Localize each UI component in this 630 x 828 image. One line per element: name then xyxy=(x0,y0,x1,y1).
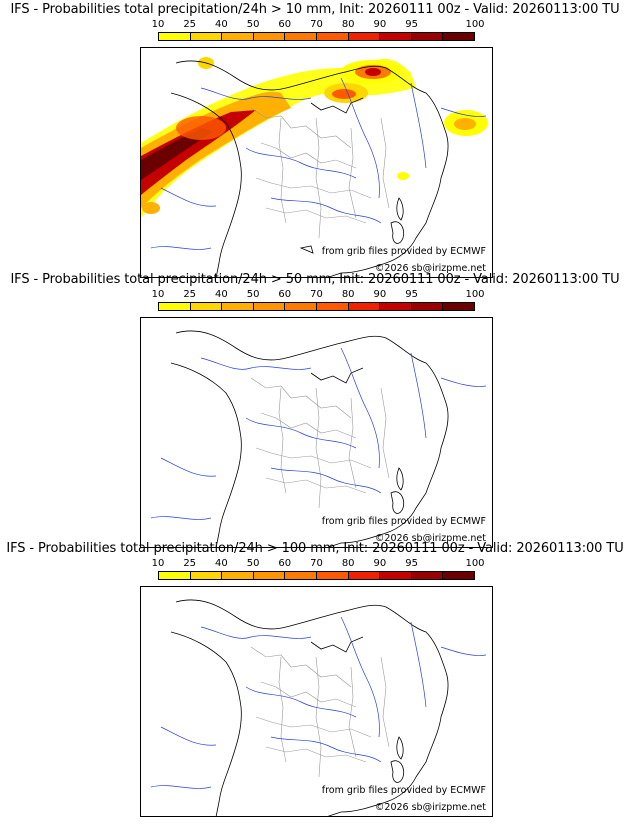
credit-grib: from grib files provided by ECMWF xyxy=(321,785,486,796)
colorbar-labels: 10 25 40 50 60 70 80 90 95 100 xyxy=(152,19,485,32)
colorbar-tick-label: 95 xyxy=(405,19,418,30)
colorbar-tick-label: 40 xyxy=(215,558,228,569)
credit-copyright: ©2026 sb@irizpme.net xyxy=(374,802,486,813)
colorbar-swatch xyxy=(253,303,286,310)
credit-copyright: ©2026 sb@irizpme.net xyxy=(374,263,486,274)
colorbar-tick-label: 60 xyxy=(278,289,292,300)
colorbar-swatch xyxy=(190,33,223,40)
colorbar-swatch xyxy=(253,572,286,579)
colorbar-swatch xyxy=(190,303,223,310)
colorbar-swatch xyxy=(222,303,254,310)
colorbar-tick-label: 90 xyxy=(373,558,387,569)
colorbar xyxy=(158,571,475,580)
colorbar-swatch xyxy=(411,33,444,40)
panel-title: IFS - Probabilities total precipitation/… xyxy=(10,2,620,17)
colorbar-swatch xyxy=(348,572,381,579)
colorbar-tick-label: 50 xyxy=(246,558,260,569)
colorbar xyxy=(158,302,475,311)
colorbar-swatch xyxy=(253,33,286,40)
credit-grib: from grib files provided by ECMWF xyxy=(321,246,486,257)
credit-grib: from grib files provided by ECMWF xyxy=(321,516,486,527)
colorbar-swatch xyxy=(443,572,474,579)
colorbar-tick-label: 70 xyxy=(310,558,323,569)
colorbar-tick-label: 70 xyxy=(310,289,323,300)
colorbar xyxy=(158,32,475,41)
colorbar-swatch xyxy=(222,572,254,579)
colorbar-swatch xyxy=(159,572,191,579)
colorbar-tick-label: 95 xyxy=(405,558,418,569)
region-borders xyxy=(250,377,390,509)
panel-100mm: IFS - Probabilities total precipitation/… xyxy=(0,539,630,817)
credit-copyright: ©2026 sb@irizpme.net xyxy=(374,533,486,544)
colorbar-swatch xyxy=(380,33,412,40)
colorbar-tick-label: 10 xyxy=(151,558,165,569)
map-svg xyxy=(150,330,487,547)
colorbar-swatch xyxy=(285,303,317,310)
panel-50mm: IFS - Probabilities total precipitation/… xyxy=(0,270,630,548)
colorbar-tick-label: 50 xyxy=(246,19,260,30)
colorbar-swatch xyxy=(380,303,412,310)
colorbar-tick-label: 90 xyxy=(373,289,387,300)
map-svg xyxy=(141,57,488,277)
colorbar-tick-label: 80 xyxy=(341,558,355,569)
country-borders xyxy=(170,599,449,816)
precip-layer xyxy=(141,57,488,218)
colorbar-swatch xyxy=(222,33,254,40)
country-borders xyxy=(170,60,449,277)
colorbar-swatch xyxy=(316,33,349,40)
panel-10mm: IFS - Probabilities total precipitation/… xyxy=(0,0,630,278)
region-borders xyxy=(250,646,390,778)
colorbar-swatch xyxy=(190,572,223,579)
colorbar-swatch xyxy=(411,303,444,310)
colorbar-swatch xyxy=(159,303,191,310)
colorbar-tick-label: 25 xyxy=(183,19,197,30)
colorbar-tick-label: 40 xyxy=(215,289,228,300)
colorbar-tick-label: 10 xyxy=(151,289,165,300)
colorbar-tick-label: 100 xyxy=(465,558,485,569)
panel-title: IFS - Probabilities total precipitation/… xyxy=(6,541,624,556)
probability-map: from grib files provided by ECMWF ©2026 … xyxy=(140,47,493,278)
region-borders xyxy=(250,107,390,239)
colorbar-swatch xyxy=(443,33,474,40)
colorbar-swatch xyxy=(316,303,349,310)
colorbar-swatch xyxy=(285,572,317,579)
colorbar-swatch xyxy=(316,572,349,579)
probability-map: from grib files provided by ECMWF ©2026 … xyxy=(140,317,493,548)
colorbar-swatch xyxy=(380,572,412,579)
map-svg xyxy=(150,599,487,816)
colorbar-tick-label: 80 xyxy=(341,289,355,300)
colorbar-swatch xyxy=(285,33,317,40)
rivers xyxy=(150,77,487,250)
colorbar-tick-label: 60 xyxy=(278,19,292,30)
colorbar-tick-label: 25 xyxy=(183,289,197,300)
rivers xyxy=(150,347,487,520)
rivers xyxy=(150,616,487,789)
colorbar-swatch xyxy=(348,33,381,40)
colorbar-tick-label: 100 xyxy=(465,289,485,300)
colorbar-tick-label: 60 xyxy=(278,558,292,569)
colorbar-tick-label: 95 xyxy=(405,289,418,300)
colorbar-tick-label: 50 xyxy=(246,289,260,300)
colorbar-swatch xyxy=(159,33,191,40)
colorbar-tick-label: 40 xyxy=(215,19,228,30)
colorbar-tick-label: 70 xyxy=(310,19,323,30)
colorbar-tick-label: 100 xyxy=(465,19,485,30)
colorbar-labels: 10 25 40 50 60 70 80 90 95 100 xyxy=(152,558,485,571)
probability-map: from grib files provided by ECMWF ©2026 … xyxy=(140,586,493,817)
country-borders xyxy=(170,330,449,547)
colorbar-swatch xyxy=(348,303,381,310)
colorbar-labels: 10 25 40 50 60 70 80 90 95 100 xyxy=(152,289,485,302)
colorbar-swatch xyxy=(411,572,444,579)
colorbar-swatch xyxy=(443,303,474,310)
colorbar-tick-label: 25 xyxy=(183,558,197,569)
panel-title: IFS - Probabilities total precipitation/… xyxy=(10,272,620,287)
colorbar-tick-label: 10 xyxy=(151,19,165,30)
colorbar-tick-label: 90 xyxy=(373,19,387,30)
colorbar-tick-label: 80 xyxy=(341,19,355,30)
